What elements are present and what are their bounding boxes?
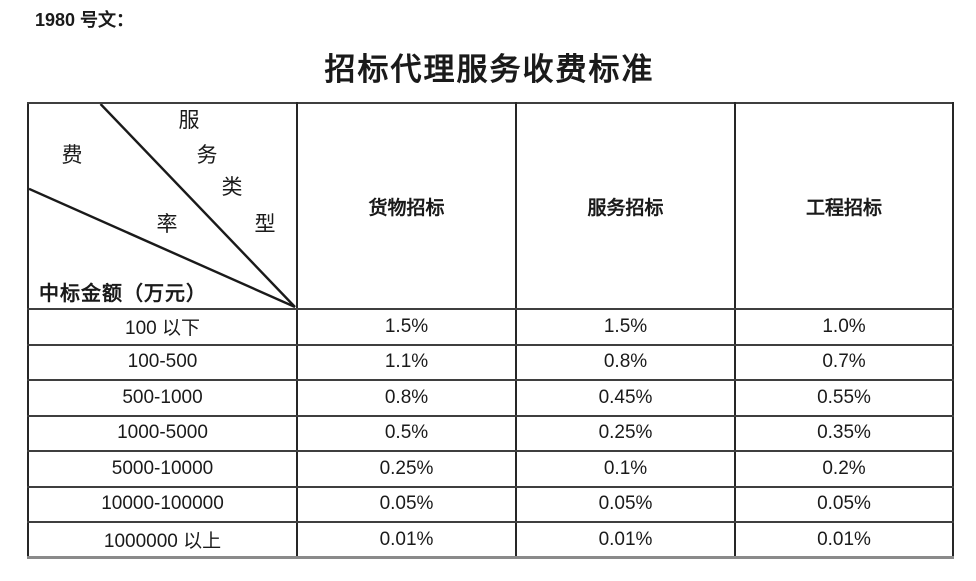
table-row: 100-500 1.1% 0.8% 0.7%: [27, 343, 954, 381]
table-row: 10000-100000 0.05% 0.05% 0.05%: [27, 485, 954, 523]
rate-cell: 0.25%: [515, 414, 736, 452]
rate-cell: 0.2%: [734, 450, 954, 488]
corner-label-amount: 中标金额（万元）: [39, 281, 207, 305]
table-row: 1000-5000 0.5% 0.25% 0.35%: [27, 414, 954, 452]
rate-cell: 0.01%: [515, 521, 736, 559]
rate-cell: 1.1%: [296, 343, 517, 381]
amount-range-cell: 1000-5000: [27, 414, 298, 452]
corner-label-service-type-char: 型: [254, 212, 276, 236]
fee-table: 服 务 类 型 费 率 中标金额（万元） 货物招标 服务招标 工程招标 100 …: [27, 102, 954, 559]
rate-cell: 1.5%: [515, 308, 736, 346]
column-header-goods: 货物招标: [296, 102, 517, 310]
rate-cell: 0.01%: [296, 521, 517, 559]
rate-cell: 0.35%: [734, 414, 954, 452]
corner-label-rate-char: 率: [156, 212, 178, 236]
amount-range-cell: 10000-100000: [27, 485, 298, 523]
corner-label-rate-char: 费: [61, 143, 83, 167]
table-row: 5000-10000 0.25% 0.1% 0.2%: [27, 450, 954, 488]
rate-cell: 0.05%: [515, 485, 736, 523]
corner-label-service-type-char: 服: [178, 108, 200, 132]
amount-range-cell: 1000000 以上: [27, 521, 298, 559]
rate-cell: 0.1%: [515, 450, 736, 488]
rate-cell: 1.0%: [734, 308, 954, 346]
header-row: 服 务 类 型 费 率 中标金额（万元） 货物招标 服务招标 工程招标: [27, 102, 954, 310]
rate-cell: 0.25%: [296, 450, 517, 488]
rate-cell: 0.8%: [515, 343, 736, 381]
table-row: 1000000 以上 0.01% 0.01% 0.01%: [27, 521, 954, 559]
doc-number: 1980 号文：: [35, 10, 135, 30]
diagonal-divider-lines: [29, 104, 296, 308]
rate-cell: 0.5%: [296, 414, 517, 452]
amount-range-cell: 100-500: [27, 343, 298, 381]
page-title: 招标代理服务收费标准: [324, 52, 655, 88]
column-header-engineering: 工程招标: [734, 102, 954, 310]
column-header-service: 服务招标: [515, 102, 736, 310]
rate-cell: 1.5%: [296, 308, 517, 346]
corner-label-service-type-char: 务: [196, 143, 218, 167]
table-row: 500-1000 0.8% 0.45% 0.55%: [27, 379, 954, 417]
amount-range-cell: 5000-10000: [27, 450, 298, 488]
rate-cell: 0.55%: [734, 379, 954, 417]
corner-label-service-type-char: 类: [221, 175, 243, 199]
rate-cell: 0.05%: [734, 485, 954, 523]
rate-cell: 0.7%: [734, 343, 954, 381]
corner-header-cell: 服 务 类 型 费 率 中标金额（万元）: [27, 102, 298, 310]
amount-range-cell: 500-1000: [27, 379, 298, 417]
rate-cell: 0.01%: [734, 521, 954, 559]
rate-cell: 0.45%: [515, 379, 736, 417]
amount-range-cell: 100 以下: [27, 308, 298, 346]
rate-cell: 0.8%: [296, 379, 517, 417]
table-row: 100 以下 1.5% 1.5% 1.0%: [27, 308, 954, 346]
rate-cell: 0.05%: [296, 485, 517, 523]
